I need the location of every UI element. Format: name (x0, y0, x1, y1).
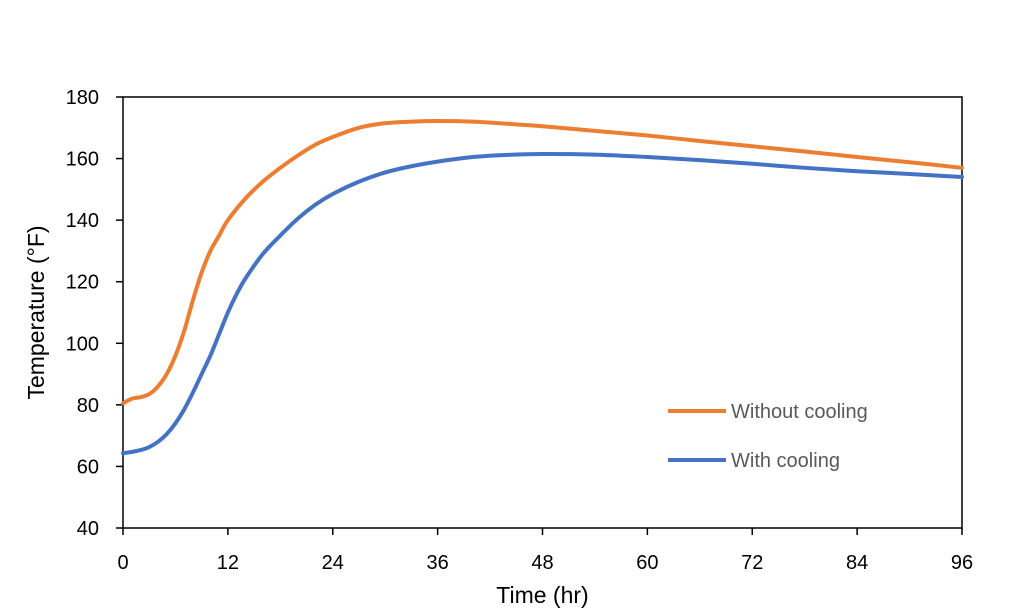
y-tick-label: 40 (77, 518, 99, 540)
y-axis-title: Temperature (°F) (23, 225, 49, 399)
x-tick-label: 96 (951, 552, 973, 574)
series-layer (121, 119, 964, 456)
series-line-with-cooling (121, 151, 964, 456)
y-tick-label: 100 (66, 333, 99, 355)
y-tick-label: 180 (66, 87, 99, 109)
y-tick-label: 80 (77, 395, 99, 417)
legend: Without cooling With cooling (668, 401, 868, 472)
x-tick-label: 48 (531, 552, 553, 574)
x-tick-label: 0 (117, 552, 128, 574)
legend-label-with-cooling: With cooling (731, 450, 840, 472)
legend-label-without-cooling: Without cooling (731, 401, 868, 423)
y-tick-label: 160 (66, 149, 99, 171)
x-axis: 0 12 24 36 48 60 72 84 96 (117, 528, 973, 574)
x-tick-label: 60 (636, 552, 658, 574)
y-tick-label: 120 (66, 272, 99, 294)
legend-item-with-cooling: With cooling (668, 450, 840, 472)
y-axis: 40 60 80 100 120 140 160 180 (66, 87, 123, 540)
x-tick-label: 12 (217, 552, 239, 574)
y-tick-label: 140 (66, 210, 99, 232)
legend-item-without-cooling: Without cooling (668, 401, 868, 423)
x-tick-label: 72 (741, 552, 763, 574)
x-axis-title: Time (hr) (496, 582, 588, 608)
x-tick-label: 24 (322, 552, 344, 574)
x-tick-label: 36 (427, 552, 449, 574)
y-tick-label: 60 (77, 456, 99, 478)
x-tick-label: 84 (846, 552, 868, 574)
series-line-without-cooling (121, 119, 964, 406)
